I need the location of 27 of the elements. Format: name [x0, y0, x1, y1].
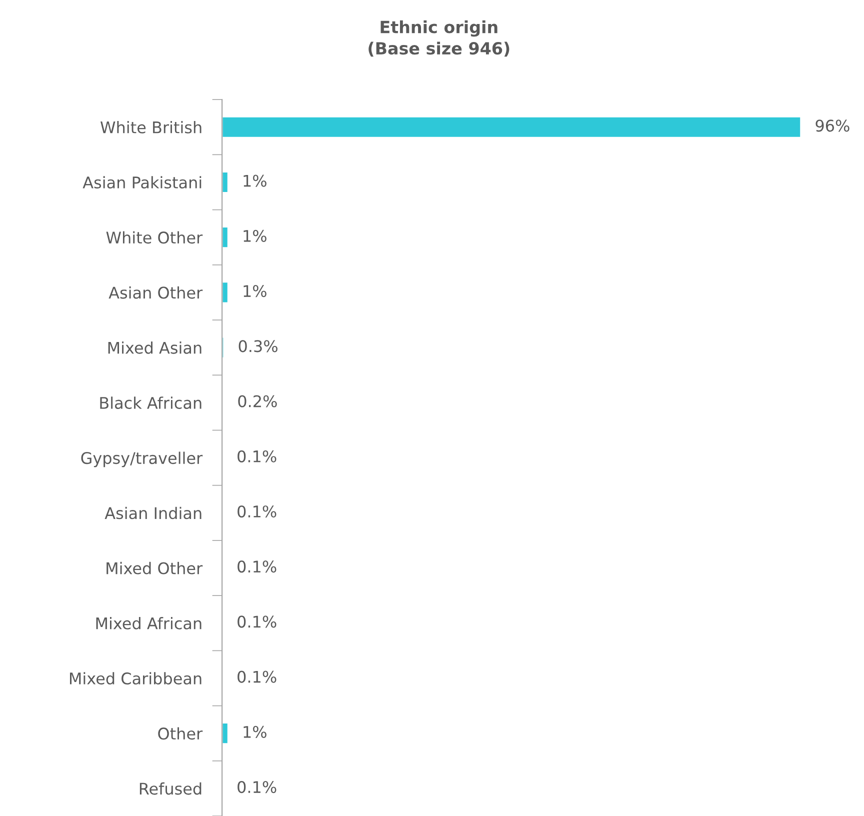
chart-title: Ethnic origin (Base size 946) — [368, 20, 510, 57]
y-tick-label: Mixed Asian — [108, 341, 202, 354]
data-label: 0.1% — [238, 780, 276, 794]
y-tick-label: Mixed African — [96, 617, 202, 630]
y-tick-label: Black African — [100, 396, 202, 409]
data-label: 0.1% — [238, 560, 276, 573]
data-label: 0.1% — [238, 505, 276, 518]
y-tick-label: White Other — [106, 231, 203, 244]
data-label: 0.1% — [238, 616, 276, 628]
data-label: 0.1% — [238, 450, 276, 462]
y-tick-label: Other — [158, 727, 203, 740]
data-label: 1% — [244, 230, 266, 242]
data-label: 0.2% — [238, 395, 277, 408]
y-tick-label: Asian Indian — [104, 506, 202, 520]
data-label: 1% — [244, 174, 266, 187]
y-tick-label: Asian Other — [108, 286, 203, 299]
data-label: 0.3% — [238, 340, 278, 352]
y-tick-label: Mixed Caribbean — [70, 672, 202, 685]
data-label: 0.1% — [238, 670, 276, 683]
data-label: 96% — [816, 120, 850, 132]
y-tick-label: Mixed Other — [106, 562, 203, 574]
y-tick-label: White British — [100, 121, 202, 134]
data-label: 1% — [244, 726, 266, 738]
y-tick-label: Gypsy/traveller — [81, 452, 203, 468]
y-tick-label: Refused — [140, 782, 202, 795]
data-label: 1% — [244, 284, 266, 298]
y-tick-label: Asian Pakistani — [82, 176, 202, 189]
